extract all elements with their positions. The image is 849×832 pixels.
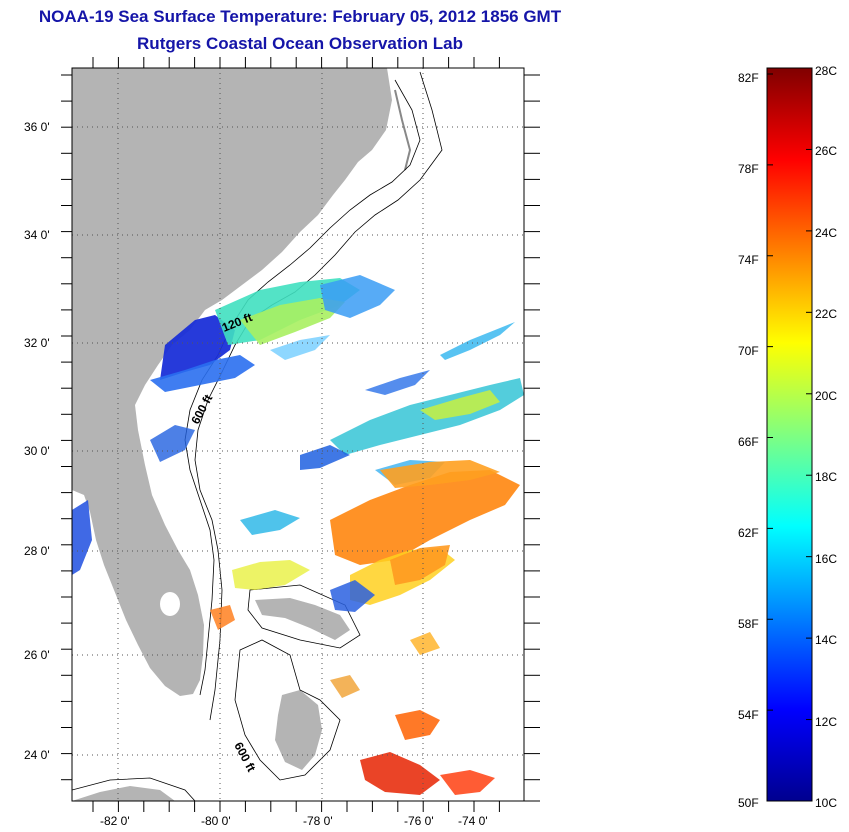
cbar-label-20c: 20C (815, 389, 837, 403)
cbar-label-26c: 26C (815, 144, 837, 158)
lat-label-36: 36 0' (24, 120, 50, 134)
cbar-label-10c: 10C (815, 796, 837, 810)
cuba-land (72, 786, 175, 801)
lon-label-80: -80 0' (201, 814, 231, 828)
mainland-us-land (72, 68, 392, 696)
grand-bahama-island (255, 598, 350, 640)
cbar-label-16c: 16C (815, 552, 837, 566)
cbar-label-28c: 28C (815, 64, 837, 78)
contour-bahamas-2 (247, 584, 361, 649)
cbar-label-82f: 82F (738, 71, 759, 85)
andros-island (275, 690, 322, 770)
map-subtitle: Rutgers Coastal Ocean Observation Lab (137, 34, 463, 53)
lat-label-26: 26 0' (24, 648, 50, 662)
colorbar-celsius-labels: 28C 26C 24C 22C 20C 18C 16C 14C 12C 10C (815, 64, 837, 810)
lon-label-78: -78 0' (303, 814, 333, 828)
colorbar-fahrenheit-labels: 82F 78F 74F 70F 66F 62F 58F 54F 50F (738, 71, 759, 810)
colorbar (766, 67, 813, 802)
lon-label-74: -74 0' (458, 814, 488, 828)
lat-label-32: 32 0' (24, 336, 50, 350)
contour-bahamas (234, 639, 341, 781)
cbar-label-14c: 14C (815, 633, 837, 647)
cbar-label-24c: 24C (815, 226, 837, 240)
sst-data-layer (72, 275, 524, 795)
lat-label-34: 34 0' (24, 228, 50, 242)
outer-banks (394, 89, 412, 171)
lon-label-82: -82 0' (100, 814, 130, 828)
cbar-label-66f: 66F (738, 435, 759, 449)
lake-okeechobee (160, 592, 180, 616)
latitude-labels: 36 0' 34 0' 32 0' 30 0' 28 0' 26 0' 24 0… (24, 120, 50, 762)
lon-label-76: -76 0' (404, 814, 434, 828)
contour-cuba (72, 777, 196, 801)
cbar-label-22c: 22C (815, 307, 837, 321)
cbar-label-74f: 74F (738, 253, 759, 267)
map-graticule (72, 68, 524, 801)
colorbar-gradient (766, 67, 813, 802)
cbar-label-70f: 70F (738, 344, 759, 358)
cbar-label-54f: 54F (738, 708, 759, 722)
lat-label-30: 30 0' (24, 444, 50, 458)
cbar-label-12c: 12C (815, 715, 837, 729)
cbar-label-78f: 78F (738, 162, 759, 176)
cbar-label-58f: 58F (738, 617, 759, 631)
map-title: NOAA-19 Sea Surface Temperature: Februar… (38, 7, 562, 26)
cbar-label-18c: 18C (815, 470, 837, 484)
lat-label-28: 28 0' (24, 544, 50, 558)
cbar-label-62f: 62F (738, 526, 759, 540)
cbar-label-50f: 50F (738, 796, 759, 810)
longitude-labels: -82 0' -80 0' -78 0' -76 0' -74 0' (100, 814, 488, 828)
lat-label-24: 24 0' (24, 748, 50, 762)
map-ticks (61, 57, 540, 812)
